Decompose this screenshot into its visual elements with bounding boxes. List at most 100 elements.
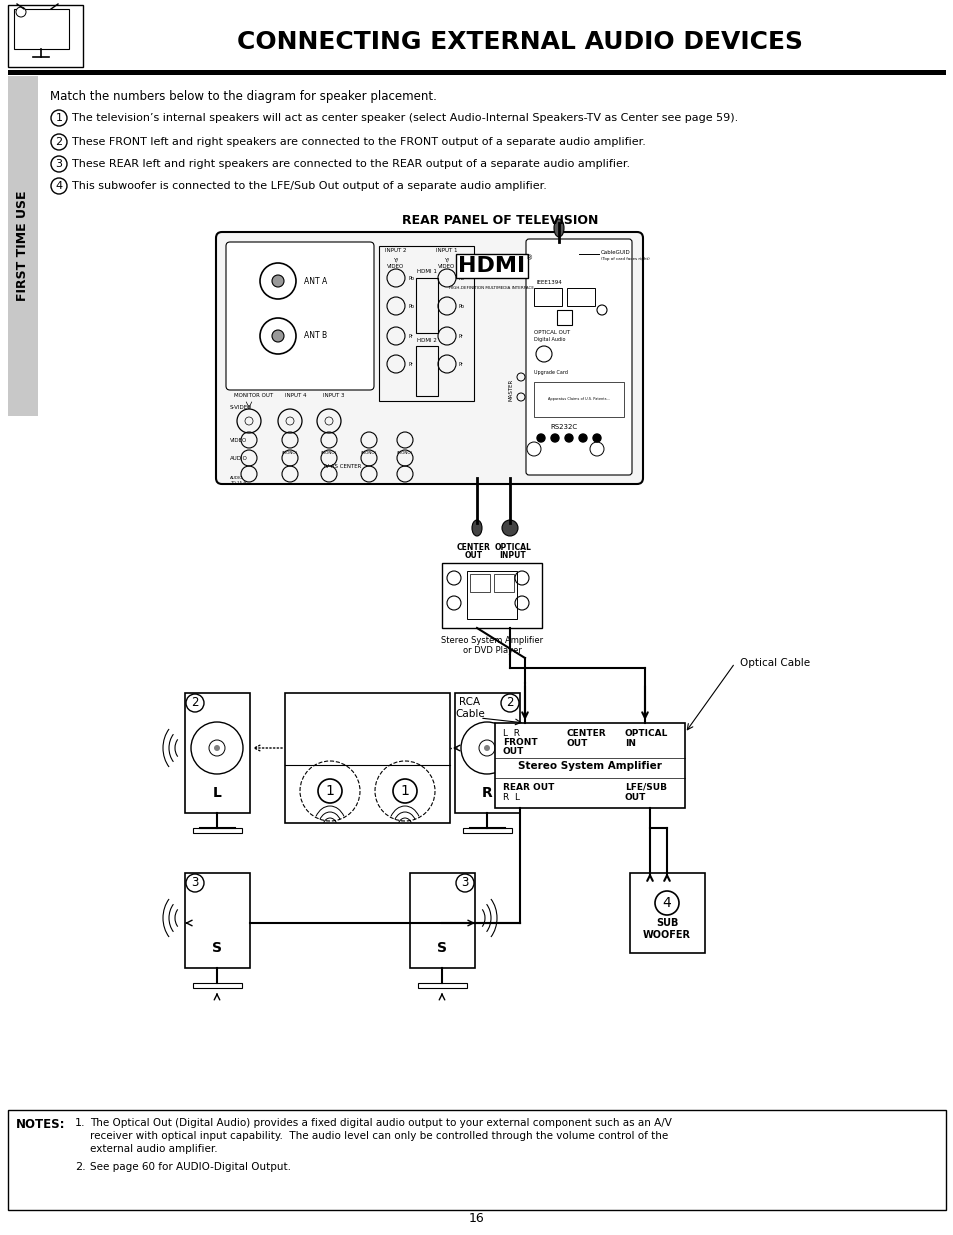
Text: CableGUID: CableGUID (600, 249, 630, 254)
Bar (629, 873, 704, 953)
Bar (410, 873, 475, 968)
Text: 2: 2 (191, 697, 198, 709)
Text: Y/: Y/ (393, 258, 398, 263)
Text: CONNECTING EXTERNAL AUDIO DEVICES: CONNECTING EXTERNAL AUDIO DEVICES (236, 30, 802, 54)
Bar (8, 77, 38, 416)
Text: 3: 3 (192, 877, 198, 889)
Text: These FRONT left and right speakers are connected to the FRONT output of a separ: These FRONT left and right speakers are … (71, 137, 645, 147)
Bar (416, 278, 437, 333)
Bar (467, 571, 517, 619)
Text: INPUT 1: INPUT 1 (436, 248, 457, 253)
Bar (193, 827, 242, 832)
Text: VIDEO: VIDEO (230, 437, 247, 442)
Text: Upgrade Card: Upgrade Card (534, 370, 567, 375)
Text: The television’s internal speakers will act as center speaker (select Audio-Inte: The television’s internal speakers will … (71, 112, 738, 124)
Text: FRONT: FRONT (502, 739, 537, 747)
Text: S: S (436, 941, 447, 955)
Bar (455, 693, 519, 813)
Text: VIDEO: VIDEO (387, 264, 404, 269)
Text: 3: 3 (461, 877, 468, 889)
Text: INPUT 4: INPUT 4 (285, 393, 307, 398)
Text: L: L (213, 785, 221, 800)
Text: 2.: 2. (75, 1162, 86, 1172)
Text: TV AS CENTER: TV AS CENTER (322, 463, 361, 468)
Text: IEEE1394: IEEE1394 (536, 280, 561, 285)
Text: receiver with optical input capability.  The audio level can only be controlled : receiver with optical input capability. … (90, 1131, 667, 1141)
Bar (185, 693, 250, 813)
Text: Pb: Pb (458, 275, 464, 280)
Text: Y/: Y/ (444, 258, 449, 263)
Text: Digital Audio: Digital Audio (534, 337, 565, 342)
Text: Stereo System Amplifier
or DVD Player: Stereo System Amplifier or DVD Player (440, 636, 542, 656)
Circle shape (578, 433, 586, 442)
Circle shape (213, 745, 220, 751)
Bar (8, 70, 945, 75)
Text: 1: 1 (325, 784, 335, 798)
Bar (557, 310, 572, 325)
Bar (534, 382, 623, 417)
Text: REAR OUT: REAR OUT (502, 783, 554, 792)
Text: Pr: Pr (409, 362, 414, 367)
Text: AUDIO: AUDIO (230, 456, 248, 461)
Text: MONITOR OUT: MONITOR OUT (234, 393, 274, 398)
Bar (494, 574, 514, 592)
Text: Stereo System Amplifier: Stereo System Amplifier (517, 761, 661, 771)
FancyBboxPatch shape (525, 240, 631, 475)
Text: 1: 1 (55, 112, 63, 124)
Circle shape (272, 330, 284, 342)
Text: MASTER: MASTER (508, 379, 513, 401)
Text: RS232C: RS232C (550, 424, 577, 430)
Circle shape (564, 433, 573, 442)
Text: Pb: Pb (458, 304, 464, 309)
Text: OUT: OUT (464, 551, 482, 559)
Bar (470, 574, 490, 592)
Bar (8, 1110, 945, 1210)
Text: (MONO): (MONO) (396, 451, 413, 454)
Text: S-VIDEO: S-VIDEO (230, 405, 253, 410)
Text: 1: 1 (400, 784, 409, 798)
Bar (193, 983, 242, 988)
Text: S: S (212, 941, 222, 955)
Text: Pr: Pr (409, 333, 414, 338)
Text: The Optical Out (Digital Audio) provides a fixed digital audio output to your ex: The Optical Out (Digital Audio) provides… (90, 1118, 671, 1128)
Text: 2: 2 (506, 697, 514, 709)
Text: IN: IN (624, 739, 636, 748)
Text: Pr: Pr (458, 362, 463, 367)
Text: CENTER: CENTER (566, 729, 606, 739)
Bar (14, 9, 69, 49)
Text: (MONO): (MONO) (281, 451, 297, 454)
Text: See page 60 for AUDIO-Digital Output.: See page 60 for AUDIO-Digital Output. (90, 1162, 291, 1172)
Text: CENTER: CENTER (456, 543, 491, 552)
Text: OPTICAL: OPTICAL (624, 729, 668, 739)
Text: OUT: OUT (566, 739, 588, 748)
Text: FIRST TIME USE: FIRST TIME USE (16, 190, 30, 301)
Bar (8, 5, 83, 67)
Text: SUB
WOOFER: SUB WOOFER (642, 918, 690, 940)
Text: HDMI: HDMI (458, 256, 525, 275)
Ellipse shape (554, 219, 563, 237)
Text: ANT B: ANT B (304, 331, 327, 341)
Text: 2: 2 (55, 137, 63, 147)
Text: REAR PANEL OF TELEVISION: REAR PANEL OF TELEVISION (401, 214, 598, 226)
Text: RCA
Cable: RCA Cable (455, 698, 484, 719)
Text: OPTICAL OUT: OPTICAL OUT (534, 330, 570, 335)
Text: Optical Cable: Optical Cable (740, 658, 809, 668)
Text: OUT: OUT (624, 793, 646, 802)
Ellipse shape (472, 520, 481, 536)
Bar (285, 693, 450, 823)
Circle shape (537, 433, 544, 442)
Text: Pb: Pb (409, 275, 415, 280)
Circle shape (551, 433, 558, 442)
Text: 16: 16 (469, 1212, 484, 1225)
Circle shape (593, 433, 600, 442)
Text: R: R (481, 785, 492, 800)
Bar (495, 722, 684, 808)
Text: (MONO): (MONO) (360, 451, 376, 454)
Circle shape (272, 275, 284, 287)
Text: 4: 4 (662, 897, 671, 910)
Text: ANT A: ANT A (304, 277, 327, 285)
Text: Pb: Pb (409, 304, 415, 309)
Text: L  R: L R (502, 729, 519, 739)
Bar (441, 563, 541, 629)
Bar (378, 246, 474, 401)
